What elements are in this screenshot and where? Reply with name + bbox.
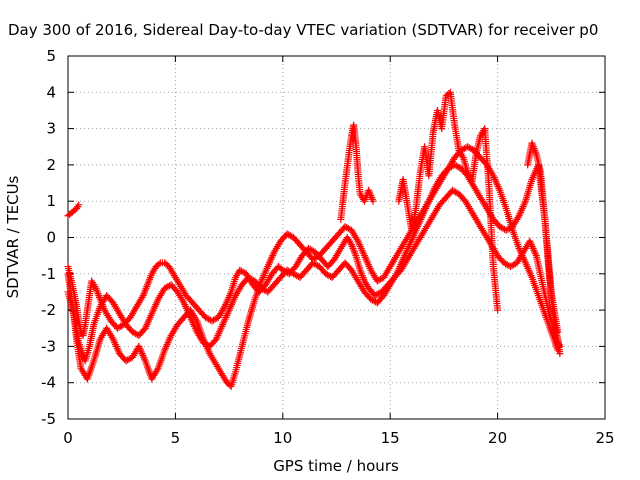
data-point (239, 268, 247, 276)
data-point (155, 260, 163, 268)
data-point (454, 163, 462, 171)
x-tick-label: 20 (488, 429, 507, 447)
data-point (467, 145, 475, 153)
data-point (205, 315, 213, 323)
y-tick-label: 3 (46, 120, 56, 138)
y-tick-label: 2 (46, 156, 56, 174)
y-tick-label: -5 (41, 410, 56, 428)
chart-title: Day 300 of 2016, Sidereal Day-to-day VTE… (8, 21, 598, 39)
data-point (494, 306, 502, 314)
data-point (503, 261, 511, 269)
y-axis-label: SDTVAR / TECUs (4, 175, 22, 298)
x-tick-label: 25 (595, 429, 614, 447)
x-tick-label: 5 (171, 429, 181, 447)
data-point (377, 275, 385, 283)
data-point (499, 224, 507, 232)
x-tick-label: 0 (63, 429, 73, 447)
y-tick-label: 5 (46, 47, 56, 65)
data-point (286, 232, 294, 240)
x-tick-label: 10 (273, 429, 292, 447)
data-point (452, 188, 460, 196)
y-tick-label: 4 (46, 83, 56, 101)
y-tick-label: -1 (41, 265, 56, 283)
y-tick-label: -4 (41, 374, 56, 392)
x-axis-ticks: 0 5 10 15 20 25 (63, 56, 615, 447)
y-tick-label: -2 (41, 301, 56, 319)
data-point (344, 224, 352, 232)
data-point (75, 201, 83, 209)
y-tick-label: 0 (46, 229, 56, 247)
data-point (312, 261, 320, 269)
x-tick-label: 15 (381, 429, 400, 447)
data-point (211, 315, 219, 323)
data-points (64, 88, 564, 390)
data-point (369, 197, 377, 205)
data-point (125, 355, 133, 363)
y-tick-label: -3 (41, 337, 56, 355)
data-point (556, 350, 564, 358)
data-point (510, 261, 518, 269)
y-axis-ticks: -5 -4 -3 -2 -1 0 1 2 3 4 5 (41, 47, 605, 428)
y-tick-label: 1 (46, 192, 56, 210)
x-axis-label: GPS time / hours (273, 457, 399, 475)
data-point (117, 322, 125, 330)
